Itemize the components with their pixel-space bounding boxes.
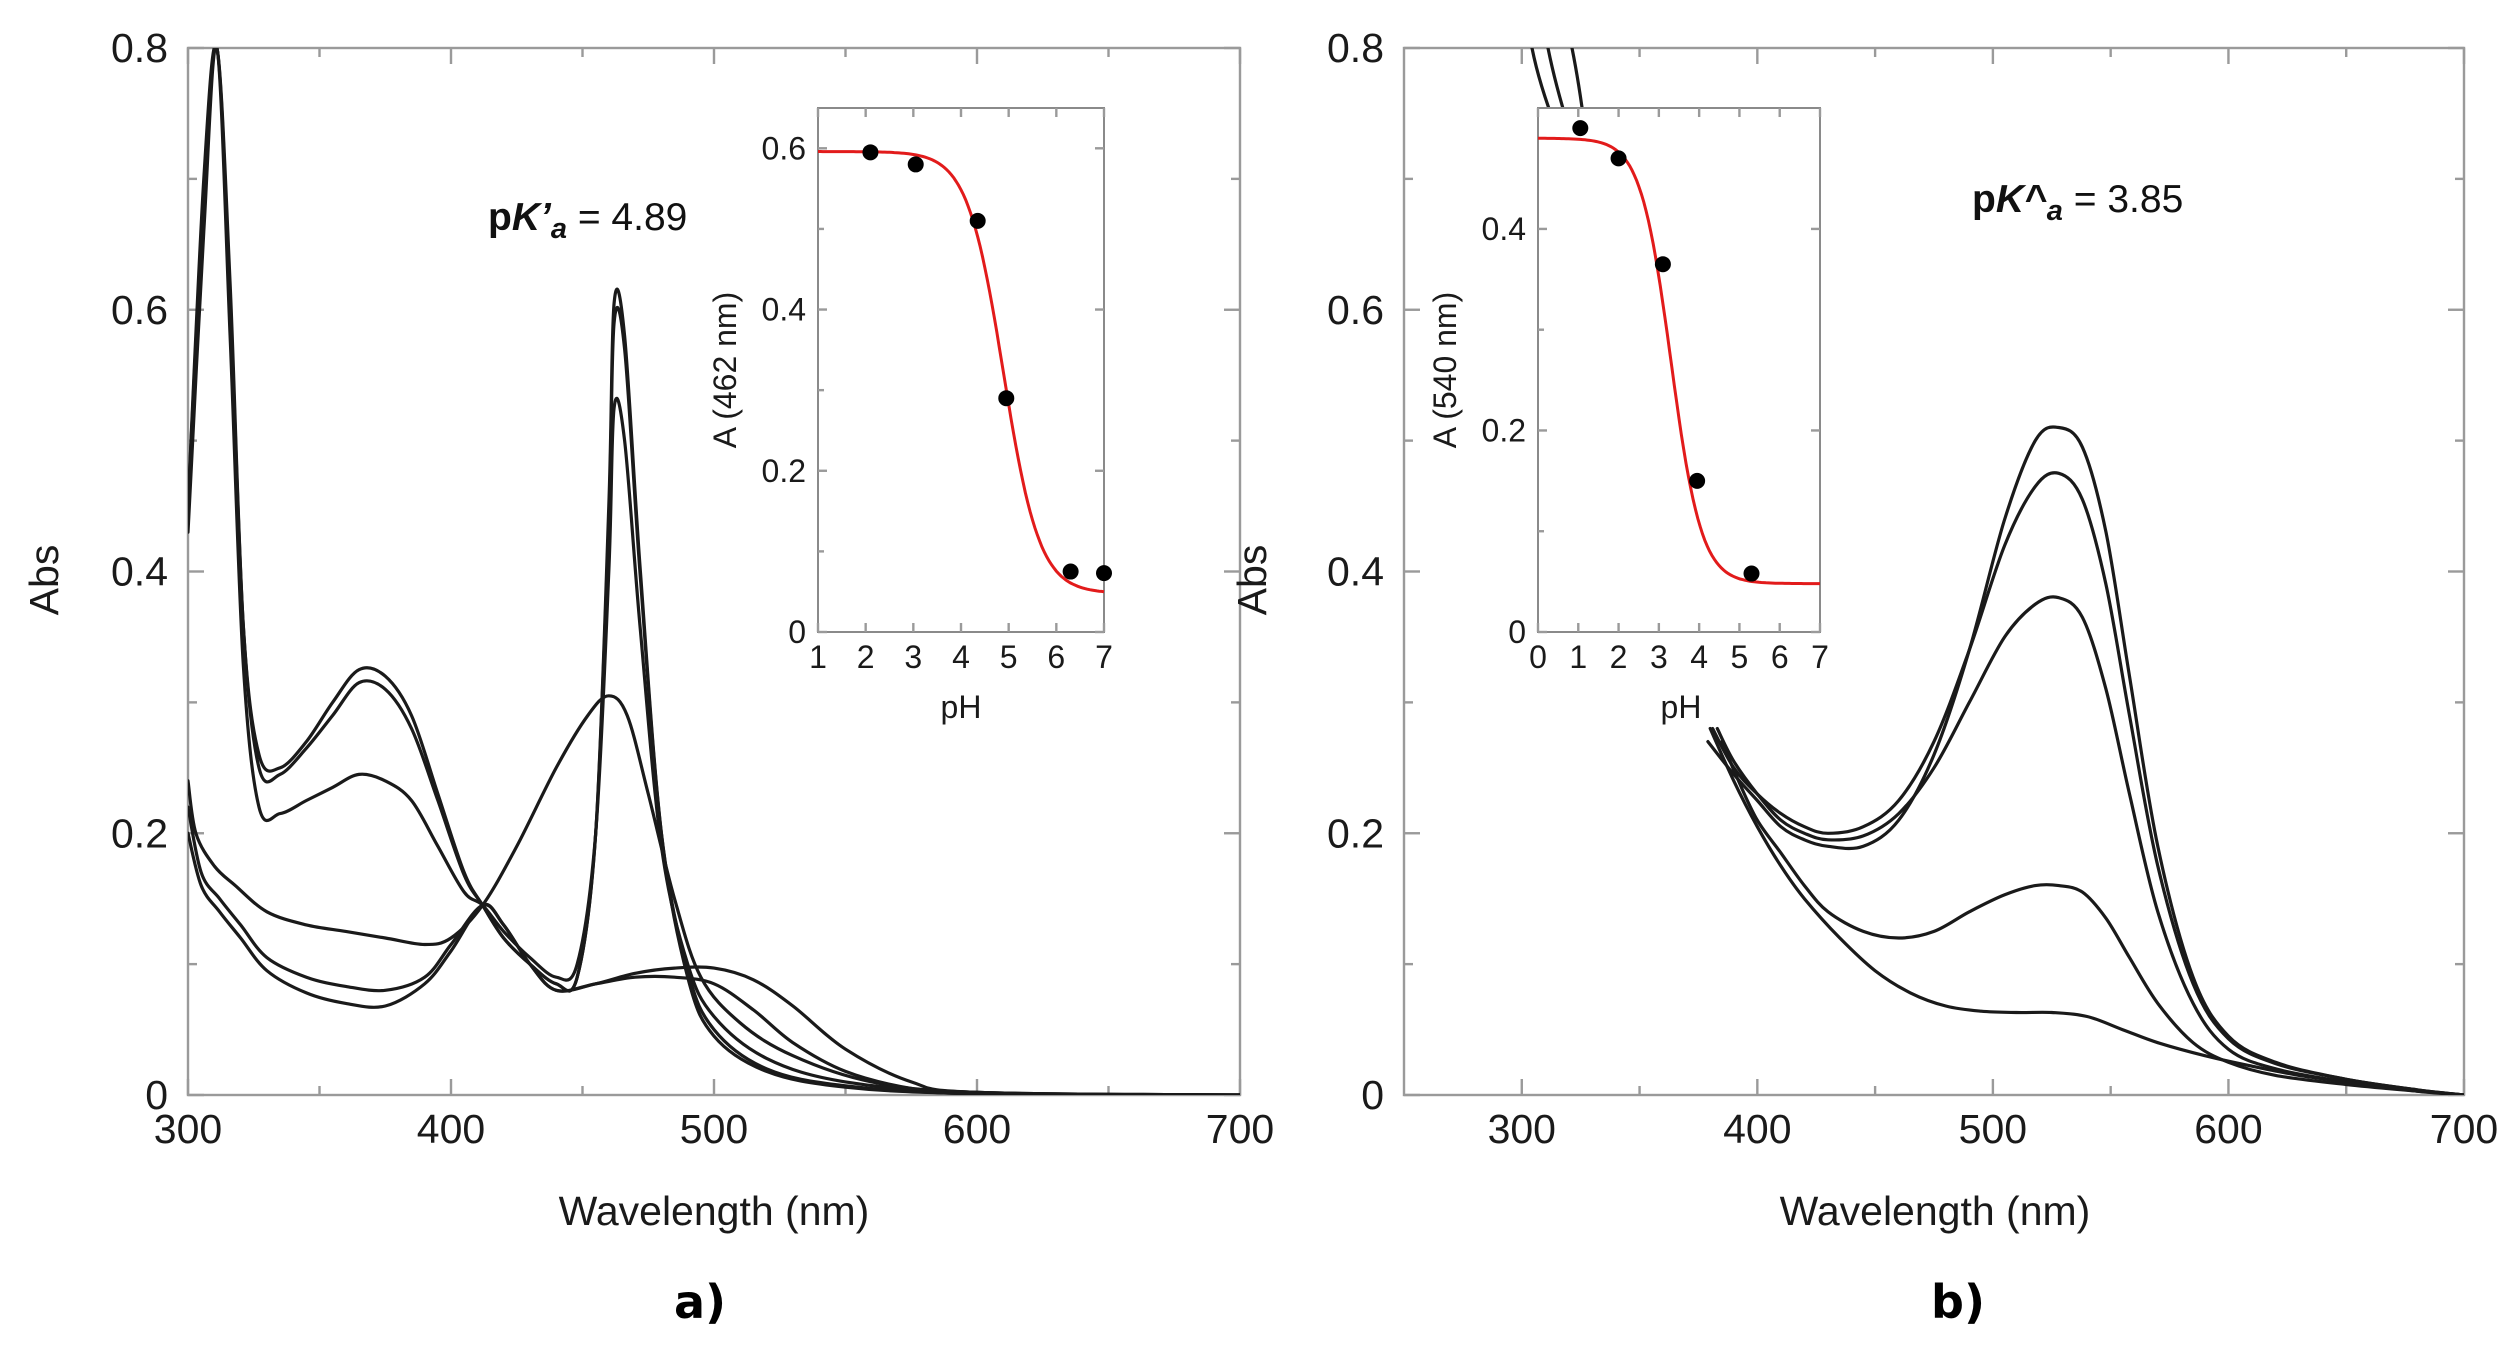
panel-b-inset-y-tick-label: 0 — [1508, 614, 1526, 650]
panel-b-y-axis-title: Abs — [1229, 545, 1275, 616]
panel-b-y-tick-label: 0 — [1361, 1072, 1384, 1118]
panel-a-spectrum-line-5 — [188, 805, 1240, 1095]
panel-a-inset-x-tick-label: 3 — [904, 639, 922, 675]
panel-b-x-tick-label: 700 — [2430, 1106, 2498, 1152]
panel-a-inset-background — [818, 108, 1104, 632]
panel-b-x-axis-title: Wavelength (nm) — [1780, 1188, 2091, 1234]
panel-b-inset-y-tick-label: 0.2 — [1482, 412, 1526, 448]
panel-a-x-tick-label: 400 — [417, 1106, 485, 1152]
panel-a-y-tick-label: 0 — [145, 1072, 168, 1118]
panel-b-inset-y-ticks: 0 0.2 0.4 — [1482, 211, 1820, 650]
panel-b-inset-background — [1538, 108, 1820, 632]
panel-b-inset-fit-curve — [1538, 136, 1820, 586]
panel-b-spectrum-line-2 — [1711, 471, 2464, 1095]
panel-b-inset-x-tick-label: 5 — [1731, 639, 1749, 675]
panel-a-inset-y-axis-title: A (462 nm) — [707, 292, 743, 449]
panel-a-inset-x-tick-label: 6 — [1047, 639, 1065, 675]
panel-a-x-tick-label: 500 — [680, 1106, 748, 1152]
panel-b-inset-data-point — [1743, 565, 1760, 582]
panel-b-inset-y-axis-title: A (540 nm) — [1427, 292, 1463, 449]
panel-b-y-ticks: 0 0.2 0.4 0.6 0.8 — [1327, 25, 2464, 1118]
panel-a-pka-annotation: pK’a = 4.89 — [488, 196, 687, 245]
panel-b-inset-x-tick-label: 6 — [1771, 639, 1789, 675]
panel-a-inset-x-tick-label: 1 — [809, 639, 827, 675]
panel-a-y-ticks: 0 0.2 0.4 0.6 0.8 — [111, 25, 1240, 1118]
panel-a-inset-data-point — [862, 144, 879, 161]
panel-b-inset-data-point — [1610, 150, 1627, 167]
panel-b-spectrum-line-4 — [1720, 740, 2464, 1095]
panel-b-inset-x-tick-label: 1 — [1569, 639, 1587, 675]
panel-a-y-tick-label: 0.2 — [111, 810, 168, 856]
panel-a-y-tick-label: 0.8 — [111, 25, 168, 71]
panel-a-spectrum-line-4 — [188, 694, 1240, 1095]
panel-b-x-tick-label: 600 — [2194, 1106, 2262, 1152]
panel-a-x-tick-label: 700 — [1206, 1106, 1274, 1152]
panel-a-inset-y-tick-label: 0.6 — [762, 130, 806, 166]
panel-b-x-tick-label: 400 — [1723, 1106, 1791, 1152]
panel-a-chart: 300 400 500 600 700 0 0.2 0.4 0.6 0.8 Wavelength… — [21, 25, 1274, 1329]
panel-a-inset-y-tick-label: 0.2 — [762, 453, 806, 489]
panel-a-y-tick-label: 0.6 — [111, 287, 168, 333]
panel-b-x-tick-label: 300 — [1488, 1106, 1556, 1152]
panel-b-y-tick-label: 0.4 — [1327, 549, 1384, 595]
panel-b-inset-x-tick-label: 2 — [1610, 639, 1628, 675]
panel-a-x-tick-label: 300 — [154, 1106, 222, 1152]
panel-b-spectrum-line-5 — [1708, 726, 2464, 1095]
panel-a-inset-x-tick-label: 7 — [1095, 639, 1113, 675]
panel-b-inset-frame — [1537, 107, 1821, 633]
panel-b-inset-x-tick-label: 3 — [1650, 639, 1668, 675]
panel-b-inset-x-tick-label: 7 — [1811, 639, 1829, 675]
panel-b-pka-annotation: pK^a = 3.85 — [1972, 178, 2183, 227]
panel-b-inset-x-tick-label: 0 — [1529, 639, 1547, 675]
panel-a-label: a) — [674, 1275, 726, 1329]
panel-b-inset-points — [1572, 120, 1760, 582]
panel-b-inset-data-point — [1654, 256, 1671, 273]
panel-a-x-ticks: 300 400 500 600 700 — [154, 48, 1274, 1152]
panel-a-inset-data-point — [969, 212, 986, 229]
panel-a-x-tick-label: 600 — [943, 1106, 1011, 1152]
panel-a-spectrum-line-6 — [188, 831, 1240, 1095]
panel-b-x-tick-label: 500 — [1959, 1106, 2027, 1152]
panel-b-inset-x-tick-label: 4 — [1690, 639, 1708, 675]
panel-b-x-ticks: 300 400 500 600 700 — [1488, 48, 2498, 1152]
panel-a-inset-y-ticks: 0 0.2 0.4 0.6 — [762, 130, 1104, 650]
panel-a-inset-x-tick-label: 5 — [1000, 639, 1018, 675]
panel-b-inset-data-point — [1689, 472, 1706, 489]
panel-a-inset-x-tick-label: 2 — [857, 639, 875, 675]
panel-a-inset-data-point — [998, 390, 1015, 407]
panel-a-inset-y-tick-label: 0 — [788, 614, 806, 650]
panel-b-spectrum-line-3 — [1715, 595, 2464, 1095]
panel-b-inset-data-point — [1572, 120, 1589, 137]
panel-b-chart: 300 400 500 600 700 00.20.40.60.8 Wavelength… — [1229, 25, 2498, 1329]
panel-a-x-axis-title: Wavelength (nm) — [559, 1188, 870, 1234]
panel-b-inset-x-axis-title: pH — [1661, 689, 1702, 725]
panel-b-inset-y-tick-label: 0.4 — [1482, 211, 1526, 247]
panel-a-inset-x-tick-label: 4 — [952, 639, 970, 675]
panel-b-label: b) — [1931, 1275, 1985, 1329]
panel-b-spectrum-line-1 — [1706, 425, 2464, 1095]
panel-a-inset-data-point — [1062, 563, 1079, 580]
panel-a-spectra — [188, 48, 1240, 1095]
panel-b-y-tick-label: 0.2 — [1327, 810, 1384, 856]
panel-a-inset-data-point — [907, 156, 924, 173]
panel-b-y-tick-label: 0.8 — [1327, 25, 1384, 71]
panel-a-inset-x-axis-title: pH — [941, 689, 982, 725]
panel-a-inset-data-point — [1096, 565, 1112, 582]
panel-a-y-axis-title: Abs — [21, 545, 67, 616]
panel-a-y-tick-label: 0.4 — [111, 549, 168, 595]
panel-a-inset-y-tick-label: 0.4 — [762, 292, 806, 328]
panel-a-inset-points — [862, 144, 1112, 582]
panel-b-y-tick-label: 0.6 — [1327, 287, 1384, 333]
